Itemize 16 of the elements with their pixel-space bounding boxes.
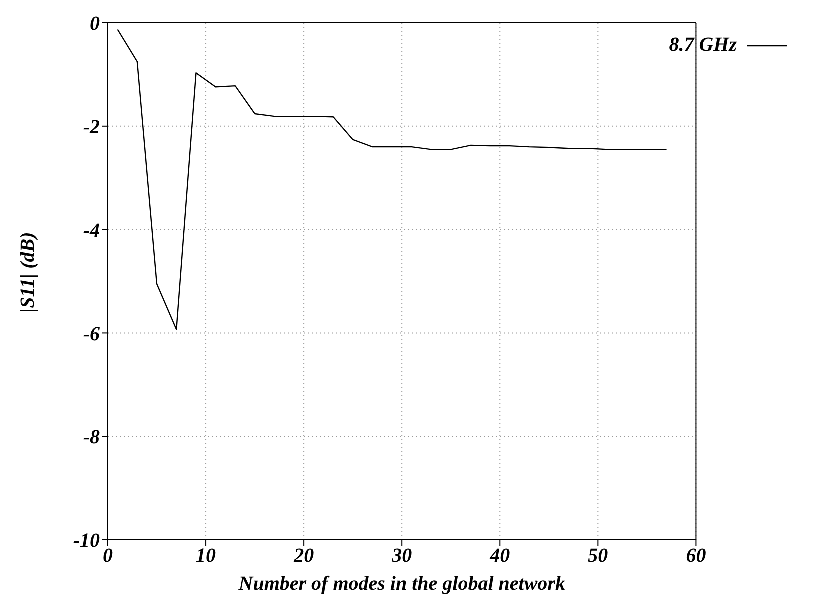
x-axis-title: Number of modes in the global network <box>238 573 566 595</box>
x-tick-label: 10 <box>196 545 216 568</box>
y-tick-label: -4 <box>83 220 100 242</box>
x-tick-label: 20 <box>293 545 314 568</box>
y-tick-label: -10 <box>73 530 100 552</box>
y-tick-label: 0 <box>90 13 100 36</box>
y-tick-label: -6 <box>83 323 100 346</box>
y-axis-title: |S11| (dB) <box>16 232 40 312</box>
y-tick-label: -2 <box>83 116 100 138</box>
x-tick-label: 30 <box>391 545 412 568</box>
line-series <box>117 29 668 330</box>
x-tick-label: 60 <box>686 545 706 568</box>
y-tick-label: -8 <box>83 426 100 449</box>
x-tick-label: 40 <box>489 545 510 568</box>
x-tick-label: 50 <box>588 545 608 568</box>
legend-label: 8.7 GHz <box>669 34 737 57</box>
